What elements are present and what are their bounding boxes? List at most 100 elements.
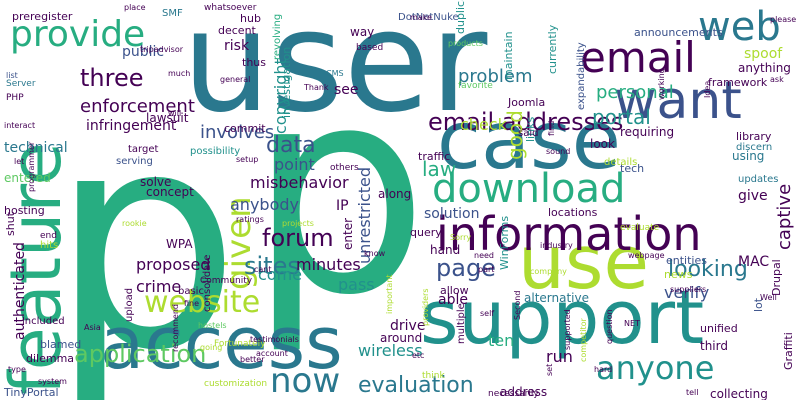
cloud-word: tripadvisor — [140, 45, 184, 54]
cloud-word: duplicate — [454, 0, 467, 34]
cloud-word: copyright — [271, 58, 290, 134]
cloud-word: involves — [200, 122, 274, 143]
cloud-word: using — [732, 149, 764, 163]
cloud-word: evaluate — [620, 223, 660, 233]
cloud-word: going — [200, 343, 222, 352]
cloud-word: three — [80, 64, 144, 92]
cloud-word: testimonials — [250, 335, 299, 344]
cloud-word: TinyPortal — [3, 386, 59, 399]
cloud-word: able — [438, 292, 468, 308]
cloud-word: drive — [390, 318, 425, 334]
cloud-word: captive — [774, 184, 795, 250]
cloud-word: competitor — [579, 318, 588, 362]
cloud-word: enforcement — [80, 96, 195, 117]
cloud-word: necessarily — [488, 389, 539, 399]
cloud-word: list — [6, 71, 18, 80]
cloud-word: multiple — [456, 303, 467, 344]
cloud-word: entered — [4, 171, 51, 185]
cloud-word: question — [605, 309, 614, 344]
cloud-word: others — [330, 163, 359, 173]
cloud-word: infringement — [86, 118, 177, 134]
cloud-word: part — [478, 265, 494, 274]
cloud-word: make — [410, 13, 432, 22]
cloud-word: news — [664, 268, 693, 281]
cloud-word: Graffiti — [782, 332, 795, 370]
cloud-word: anything — [738, 61, 791, 75]
cloud-word: support — [420, 275, 704, 361]
cloud-word: working — [657, 68, 666, 100]
cloud-word: point — [274, 155, 315, 174]
cloud-word: technical — [4, 140, 68, 156]
cloud-word: whatsoever — [204, 3, 257, 13]
cloud-word: included — [22, 316, 65, 327]
cloud-word: Well — [760, 293, 777, 302]
cloud-word: risk — [224, 38, 250, 54]
cloud-word: basic — [178, 286, 204, 297]
cloud-word: law — [422, 157, 456, 181]
cloud-word: p — [248, 26, 429, 358]
cloud-word: crime — [136, 277, 181, 296]
cloud-word: end — [40, 231, 57, 241]
cloud-word: revolving — [272, 14, 283, 60]
cloud-word: framework — [708, 76, 768, 89]
cloud-word: given — [219, 196, 259, 290]
cloud-word: Sorry — [450, 233, 471, 242]
cloud-word: minutes — [296, 255, 361, 274]
cloud-word: enter — [341, 218, 355, 250]
cloud-word: looking — [668, 257, 748, 282]
cloud-word: lawsuit — [146, 111, 189, 125]
cloud-word: way — [350, 25, 374, 39]
cloud-word: tech — [620, 162, 644, 175]
cloud-word: forum — [262, 224, 334, 252]
cloud-word: consolidate — [202, 255, 213, 312]
cloud-word: based — [356, 43, 383, 53]
cloud-word: website — [144, 285, 260, 320]
cloud-word: email addresses — [428, 108, 623, 136]
cloud-word: address — [500, 385, 547, 399]
cloud-word: company — [530, 267, 567, 276]
cloud-word: fine — [184, 299, 199, 308]
cloud-word: dilemma — [26, 352, 74, 365]
cloud-word: cant — [254, 265, 272, 274]
cloud-word: setup — [236, 155, 258, 164]
cloud-word: user — [182, 0, 488, 144]
cloud-word: Thank — [303, 83, 329, 92]
cloud-word: along — [378, 187, 411, 201]
cloud-word: evaluation — [358, 373, 474, 398]
cloud-word: commit — [224, 122, 266, 135]
cloud-word: let — [14, 157, 24, 166]
cloud-word: entities — [666, 254, 707, 267]
cloud-word: web — [698, 4, 781, 50]
cloud-word: Drupal — [770, 259, 783, 296]
cloud-word: interact — [4, 121, 35, 130]
cloud-word: thus — [242, 56, 266, 69]
cloud-word: serving — [116, 156, 153, 167]
cloud-word: Fortunately — [214, 339, 266, 349]
cloud-word: Community — [200, 276, 253, 286]
cloud-word: solution — [424, 206, 479, 222]
cloud-word: type — [8, 365, 26, 374]
cloud-word: hostels — [198, 321, 227, 330]
cloud-word: industry — [540, 241, 573, 250]
cloud-word: provide — [10, 14, 145, 55]
cloud-word: personal — [596, 82, 674, 103]
cloud-word: collecting — [710, 387, 768, 400]
cloud-word: sites — [244, 252, 300, 280]
cloud-word: hand — [430, 243, 460, 257]
cloud-word: hub — [240, 12, 261, 25]
cloud-word: preregister — [12, 10, 73, 23]
cloud-word: proposed — [136, 255, 210, 274]
cloud-word: need — [474, 251, 494, 260]
cloud-word: possibility — [190, 146, 240, 157]
cloud-word: account — [256, 349, 288, 358]
cloud-word: spoof — [744, 46, 783, 62]
cloud-word: WinForms — [498, 216, 511, 270]
cloud-word: general — [220, 75, 250, 84]
cloud-word: query — [410, 226, 442, 239]
cloud-word: portal — [592, 105, 651, 129]
cloud-word: set — [545, 364, 554, 376]
cloud-word: lot — [752, 297, 765, 312]
cloud-word: ratings — [236, 215, 264, 224]
cloud-word: good — [503, 110, 527, 160]
cloud-word: find — [547, 121, 556, 136]
